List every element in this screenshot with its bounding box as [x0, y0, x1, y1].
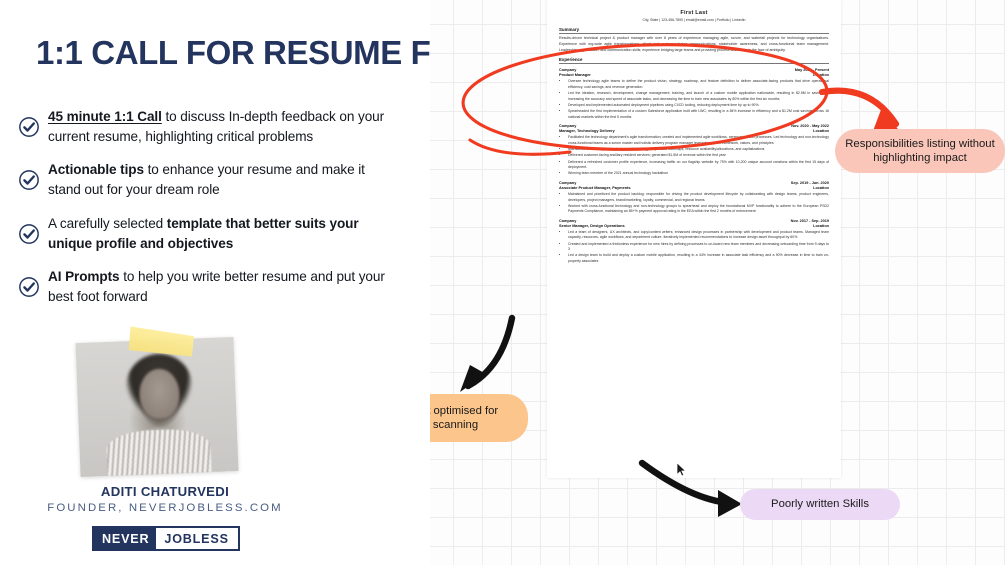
list-item-lead: A carefully selected [48, 215, 167, 231]
list-item-emphasis: AI Prompts [48, 269, 120, 285]
job-bullet: Maintained and prioritized the product b… [568, 192, 829, 203]
benefits-list: 45 minute 1:1 Call to discuss In-depth f… [18, 107, 418, 321]
job-bullet: Facilitated the technology department's … [568, 135, 829, 146]
list-item: Actionable tips to enhance your resume a… [18, 160, 418, 199]
list-item-text: A carefully selected template that bette… [48, 214, 400, 253]
list-item: 45 minute 1:1 Call to discuss In-depth f… [18, 107, 418, 146]
presenter-name: ADITI CHATURVEDI [100, 484, 230, 499]
job-bullet: Led a team of designers, UX architects, … [568, 230, 829, 241]
brand-logo-never: NEVER [94, 528, 157, 549]
photo-torso [105, 427, 212, 476]
job-bullet: Maintained an annual portfolio budget of… [568, 147, 829, 153]
status-badge-responsibilities: Responsibilities listing without highlig… [835, 129, 1005, 173]
job-bullet: Delivered a refreshed customer profile e… [568, 160, 829, 171]
job-company: Company [559, 218, 577, 223]
list-item-emphasis: 45 minute 1:1 Call [48, 109, 162, 124]
check-circle-icon [18, 116, 40, 138]
list-item: AI Prompts to help you write better resu… [18, 267, 418, 306]
job-bullet: Winning team member of the 2021 annual t… [568, 171, 829, 177]
job-bullet: Oversee technology agile teams to define… [568, 79, 829, 90]
list-item-text: AI Prompts to help you write better resu… [48, 267, 400, 306]
presenter-role: FOUNDER, NEVERJOBLESS.COM [47, 502, 283, 514]
job-location: Location [813, 223, 829, 228]
job-bullets: Facilitated the technology department's … [568, 135, 829, 177]
job-bullet: Developed and implemented automated depl… [568, 103, 829, 109]
resume-name: First Last [680, 10, 708, 16]
headshot-photo [75, 337, 239, 477]
job-title: Associate Product Manager, Payments [559, 184, 631, 190]
resume-job-entry: Company Sep. 2019 - Jun. 2020 Associate P… [559, 181, 829, 215]
resume-section-experience-heading: Experience [559, 57, 829, 65]
resume-section-summary-heading: Summary [559, 27, 829, 34]
check-circle-icon [18, 169, 40, 191]
job-title: Manager, Technology Delivery [559, 128, 615, 134]
brand-logo-jobless: JOBLESS [156, 528, 238, 549]
check-circle-icon [18, 223, 40, 245]
list-item-rest: to enhance your resume and make it stand… [48, 162, 365, 198]
resume-job-entry: Company Nov. 2017 - Sep. 2019 Senior Mana… [559, 219, 829, 265]
job-dates: May 2022 - Present [794, 68, 829, 73]
status-badge-skills: Poorly written Skills [740, 489, 900, 520]
list-item-emphasis: Actionable tips [48, 162, 144, 178]
job-dates: Nov. 2020 - May 2022 [791, 124, 829, 129]
resume-job-entry: Company Nov. 2020 - May 2022 Manager, Tec… [559, 124, 829, 177]
black-curved-arrow-down-left [460, 314, 516, 392]
job-dates: Sep. 2019 - Jun. 2020 [790, 180, 829, 185]
list-item-text: Actionable tips to enhance your resume a… [48, 160, 400, 199]
job-dates: Nov. 2017 - Sep. 2019 [790, 218, 829, 223]
job-bullets: Maintained and prioritized the product b… [568, 192, 829, 215]
resume-preview-panel: First Last City, State | 123-456-7890 | … [430, 0, 1005, 565]
resume-document[interactable]: First Last City, State | 123-456-7890 | … [547, 0, 841, 478]
avatar [75, 337, 240, 477]
job-location: Location [813, 129, 829, 134]
list-item: A carefully selected template that bette… [18, 214, 418, 253]
job-bullet: Led the ideation, research, development,… [568, 91, 829, 102]
job-bullet: Spearheaded the first implementation of … [568, 109, 829, 120]
mouse-cursor-icon [676, 462, 687, 477]
list-item-emphasis: template that better suits your unique p… [48, 215, 359, 251]
job-bullets: Oversee technology agile teams to define… [568, 79, 829, 120]
resume-contact: City, State | 123-456-7890 | email@email… [642, 17, 746, 22]
check-circle-icon [18, 276, 40, 298]
job-location: Location [813, 185, 829, 190]
job-bullets: Led a team of designers, UX architects, … [568, 230, 829, 265]
job-bullet: Led a design team to build and deploy a … [568, 253, 829, 264]
job-location: Location [813, 73, 829, 78]
resume-job-entry: Company May 2022 - Present Product Manage… [559, 68, 829, 120]
list-item-rest: to help you write better resume and put … [48, 269, 385, 304]
list-item-text: 45 minute 1:1 Call to discuss In-depth f… [48, 107, 400, 146]
list-item-rest: to discuss In-depth feedback on your cur… [48, 109, 385, 144]
job-title: Product Manager [559, 72, 591, 78]
resume-summary-text: Results-driven technical project & produ… [559, 36, 829, 52]
job-company: Company [559, 180, 577, 185]
job-bullet: Worked with cross-functional technology … [568, 204, 829, 215]
left-content-panel: 1:1 CALL FOR RESUME FEEDBACK 45 minute 1… [0, 0, 591, 565]
job-title: Senior Manager, Design Operations [559, 222, 625, 228]
brand-logo: NEVER JOBLESS [92, 526, 240, 551]
job-bullet: Delivered customer-facing ancillary resi… [568, 153, 829, 159]
job-bullet: Created and implemented a frictionless e… [568, 242, 829, 253]
status-badge-scanning: Not optimised for scanning [430, 394, 528, 442]
